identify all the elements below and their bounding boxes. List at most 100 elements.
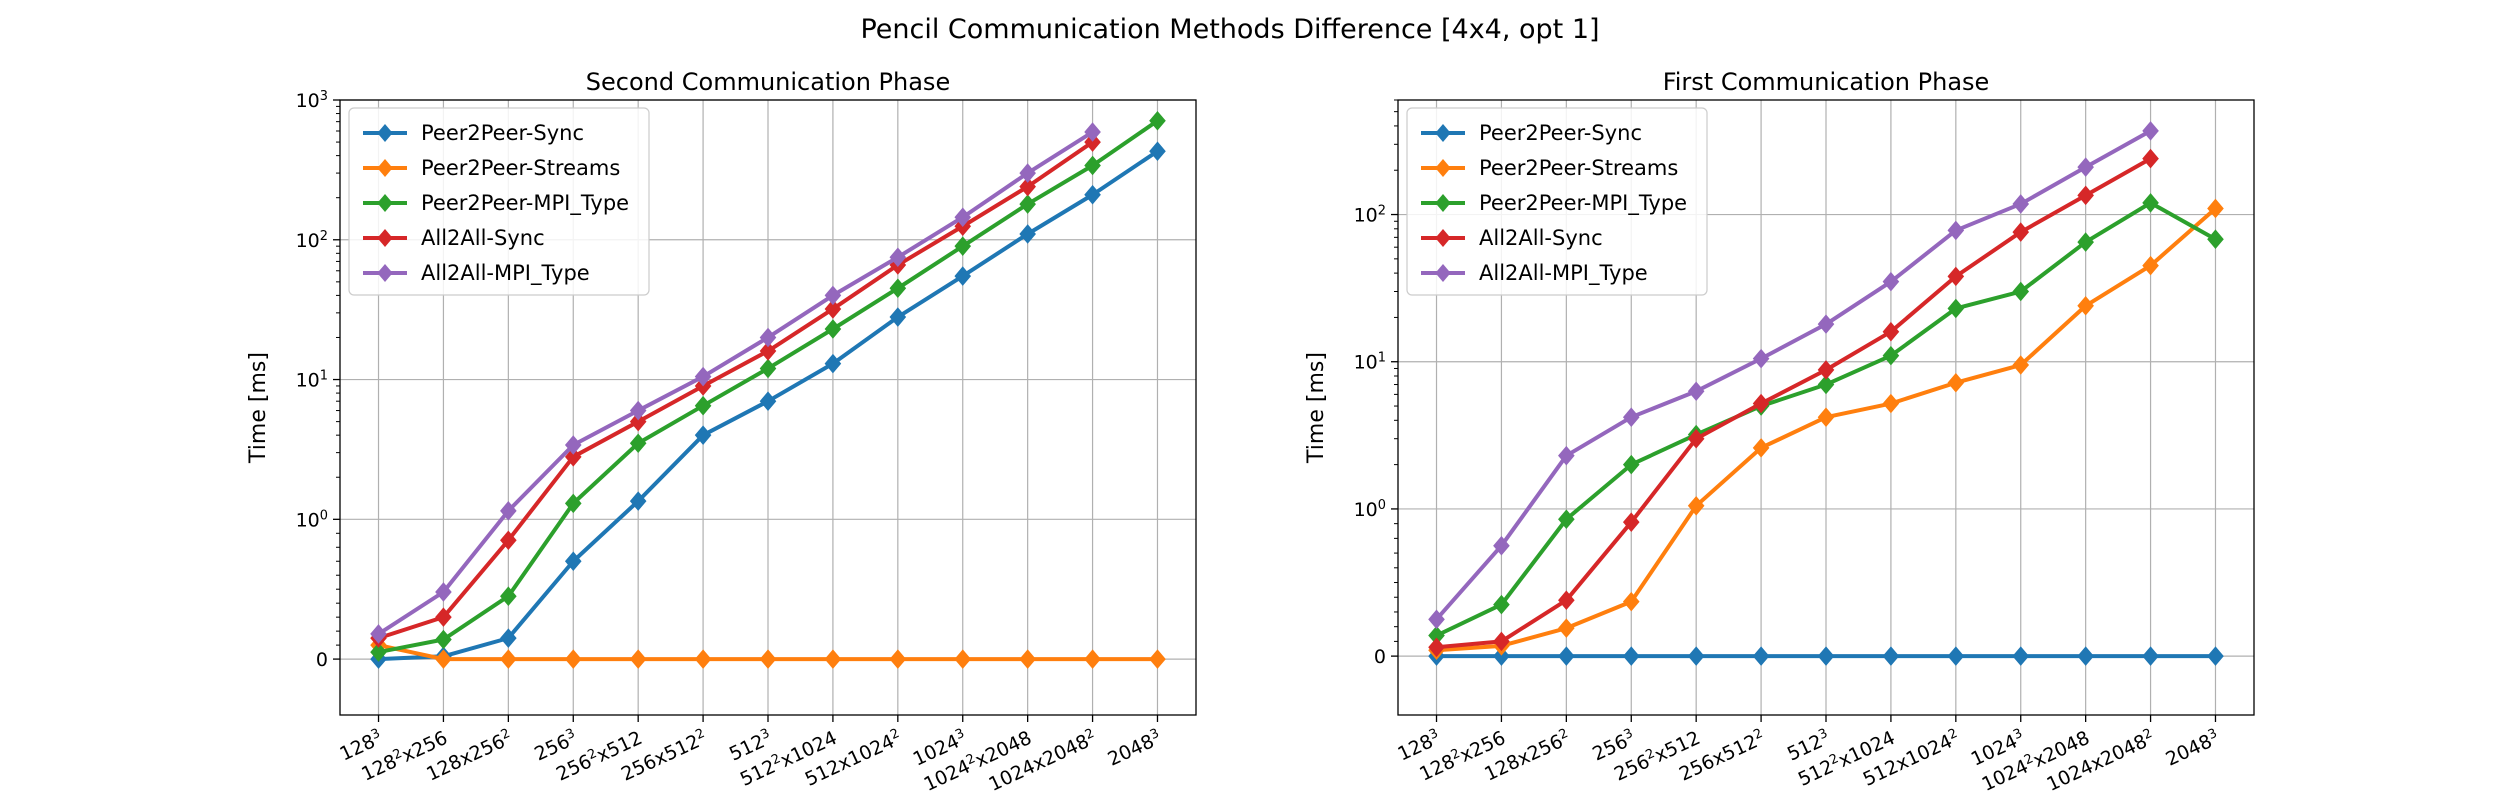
data-point bbox=[824, 285, 842, 306]
legend-label: All2All-Sync bbox=[1479, 226, 1603, 250]
y-tick-label: 100 bbox=[296, 508, 328, 532]
data-point bbox=[1817, 374, 1835, 395]
legend-box bbox=[1406, 107, 1708, 296]
data-point bbox=[1687, 496, 1705, 516]
data-point bbox=[1882, 393, 1900, 414]
data-point bbox=[889, 307, 907, 327]
data-point bbox=[1019, 224, 1036, 244]
series-peer2peer-sync bbox=[1428, 646, 2224, 666]
series-group bbox=[370, 111, 1166, 669]
data-point bbox=[564, 493, 582, 514]
data-point bbox=[2077, 295, 2094, 316]
data-point bbox=[370, 624, 387, 644]
data-point bbox=[564, 447, 582, 467]
data-point bbox=[629, 400, 647, 421]
data-point bbox=[1622, 512, 1640, 532]
data-point bbox=[2012, 355, 2030, 375]
data-point bbox=[1558, 618, 1575, 638]
data-point bbox=[1947, 220, 1965, 241]
legend-label: Peer2Peer-Sync bbox=[1479, 121, 1642, 145]
data-point bbox=[1558, 646, 1575, 666]
data-point bbox=[1687, 646, 1705, 666]
legend-swatch-marker bbox=[377, 229, 393, 247]
y-tick-label: 102 bbox=[1354, 203, 1386, 227]
series-all2all-mpi-type bbox=[1428, 121, 2159, 630]
legend-item-peer2peer-sync: Peer2Peer-Sync bbox=[1421, 121, 1642, 145]
data-point bbox=[694, 649, 712, 669]
data-point bbox=[1558, 590, 1575, 610]
data-point bbox=[1019, 194, 1036, 214]
data-point bbox=[1019, 176, 1036, 197]
data-point bbox=[1882, 646, 1900, 666]
data-point bbox=[954, 236, 972, 256]
series-line bbox=[377, 130, 1094, 636]
data-point bbox=[1817, 407, 1835, 427]
data-point bbox=[2077, 646, 2094, 666]
data-point bbox=[629, 649, 647, 669]
legend-item-peer2peer-mpi-type: Peer2Peer-MPI_Type bbox=[1421, 191, 1687, 216]
data-point bbox=[2207, 198, 2224, 219]
data-point bbox=[629, 491, 647, 511]
data-point bbox=[759, 391, 777, 411]
legend-swatch-marker bbox=[377, 124, 393, 142]
data-point bbox=[1947, 372, 1965, 393]
y-tick-label: 0 bbox=[316, 649, 328, 671]
data-point bbox=[1558, 445, 1575, 466]
data-point bbox=[564, 435, 582, 455]
data-point bbox=[2012, 646, 2030, 666]
data-point bbox=[2077, 157, 2094, 177]
legend-label: All2All-Sync bbox=[421, 226, 545, 250]
legend-item-peer2peer-streams: Peer2Peer-Streams bbox=[363, 156, 620, 180]
legend-item-peer2peer-streams: Peer2Peer-Streams bbox=[1421, 156, 1678, 180]
data-point bbox=[1084, 184, 1101, 205]
y-tick-label: 102 bbox=[296, 228, 328, 252]
series-line bbox=[1436, 156, 2152, 650]
data-point bbox=[564, 649, 582, 669]
legend-item-all2all-sync: All2All-Sync bbox=[363, 226, 545, 250]
data-point bbox=[1947, 266, 1965, 287]
data-point bbox=[629, 433, 647, 454]
legend-swatch-marker bbox=[1435, 194, 1451, 212]
data-point bbox=[1817, 646, 1835, 666]
data-point bbox=[1882, 345, 1900, 366]
subplot-title: Second Communication Phase bbox=[586, 68, 950, 96]
data-point bbox=[435, 607, 452, 627]
data-point bbox=[2142, 255, 2159, 276]
data-point bbox=[2142, 193, 2159, 213]
series-group bbox=[1428, 121, 2224, 666]
data-point bbox=[2207, 229, 2224, 249]
y-axis-label: Time [ms] bbox=[1304, 352, 1329, 464]
data-point bbox=[2077, 185, 2094, 206]
data-point bbox=[435, 629, 452, 650]
data-point bbox=[824, 299, 842, 319]
x-tick-label: 20483 bbox=[1104, 725, 1165, 770]
legend-item-all2all-mpi-type: All2All-MPI_Type bbox=[363, 261, 590, 286]
data-point bbox=[954, 649, 972, 669]
data-point bbox=[2142, 646, 2159, 666]
data-point bbox=[1428, 609, 1445, 630]
series-all2all-mpi-type bbox=[370, 122, 1101, 644]
data-point bbox=[2012, 222, 2030, 242]
data-point bbox=[1882, 321, 1900, 342]
y-tick-label: 100 bbox=[1354, 497, 1386, 521]
legend-swatch-marker bbox=[1435, 124, 1451, 142]
series-peer2peer-mpi-type bbox=[1428, 193, 2224, 646]
y-tick-label: 101 bbox=[1354, 350, 1386, 374]
data-point bbox=[1428, 637, 1445, 658]
series-line bbox=[377, 140, 1094, 641]
data-point bbox=[1493, 646, 1510, 666]
legend: Peer2Peer-Sync Peer2Peer-Streams Peer2Peer… bbox=[348, 107, 650, 296]
data-point bbox=[1752, 438, 1770, 458]
legend-item-peer2peer-mpi-type: Peer2Peer-MPI_Type bbox=[363, 191, 629, 216]
data-point bbox=[500, 628, 517, 648]
figure-title: Pencil Communication Methods Difference … bbox=[860, 14, 1599, 45]
data-point bbox=[889, 247, 907, 268]
data-point bbox=[954, 207, 972, 227]
data-point bbox=[1493, 594, 1510, 615]
data-point bbox=[1084, 122, 1101, 142]
data-point bbox=[1558, 509, 1575, 530]
data-point bbox=[1149, 111, 1166, 131]
data-point bbox=[759, 327, 777, 348]
legend-box bbox=[348, 107, 650, 296]
